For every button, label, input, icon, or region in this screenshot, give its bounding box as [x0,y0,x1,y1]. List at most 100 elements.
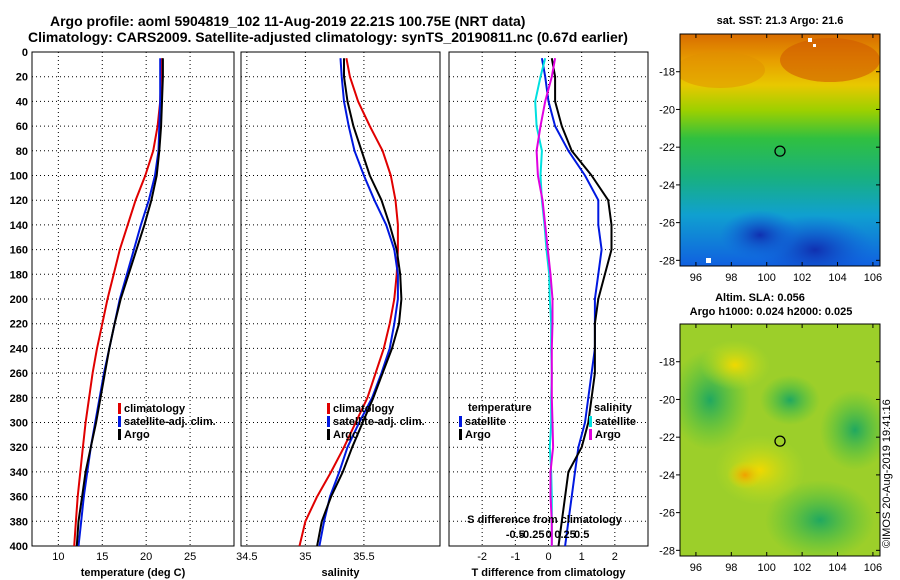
y-tick-label: 180 [10,269,28,281]
legend-swatch [327,403,330,414]
map-x-tick-label: 104 [828,272,846,284]
legend-swatch [118,416,121,427]
legend-swatch [327,416,330,427]
series-line-argo [75,58,164,547]
s-tick-label: -0.5 [506,529,525,541]
copyright-watermark: ©IMOS 20-Aug-2019 19:41:16 [881,399,893,548]
x-tick-label: -1 [510,551,520,563]
legend-swatch [589,416,592,427]
y-tick-label: 200 [10,294,28,306]
map-x-tick-label: 104 [828,562,846,574]
s-tick-label: 0 [545,529,551,541]
x-tick-label: 34.5 [236,551,257,563]
s-tick-label: -0.25 [519,529,544,541]
x-axis-label: temperature (deg C) [81,567,186,579]
y-tick-label: 0 [22,47,28,59]
argo-position-marker [774,435,786,447]
panel-frame-difference-profile [448,51,649,547]
series-line-t-argo [550,58,613,547]
s-tick-label: 0.5 [574,529,589,541]
legend-label: satellite-adj. clim. [333,416,425,428]
y-tick-label: 320 [10,442,28,454]
legend-swatch [118,429,121,440]
map-y-tick-label: -26 [659,218,675,230]
map-x-tick-label: 102 [793,272,811,284]
legend-label: Argo [595,429,621,441]
legend-label: satellite-adj. clim. [124,416,216,428]
legend-heading-salinity: salinity [594,402,633,414]
plot-title-line2: Climatology: CARS2009. Satellite-adjuste… [28,29,628,45]
map-frame-sst-map [679,33,881,267]
map-x-tick-label: 100 [758,562,776,574]
y-tick-label: 240 [10,343,28,355]
map-y-tick-label: -20 [659,104,675,116]
legend-label: climatology [124,403,186,415]
legend-label: Argo [124,429,150,441]
legend-swatch [459,429,462,440]
map-x-tick-label: 106 [864,562,882,574]
y-tick-label: 100 [10,171,28,183]
map-x-tick-label: 106 [864,272,882,284]
series-line-argo [316,58,403,547]
y-tick-label: 40 [16,96,28,108]
y-tick-label: 340 [10,467,28,479]
y-tick-label: 260 [10,368,28,380]
map-y-tick-label: -22 [659,142,675,154]
x-tick-label: -2 [477,551,487,563]
legend-swatch [459,416,462,427]
sla-map-field [680,324,880,556]
y-tick-label: 400 [10,541,28,553]
legend-label: satellite [465,416,506,428]
map-x-tick-label: 96 [690,272,702,284]
legend-label: climatology [333,403,395,415]
series-line-satellite-adj-clim- [318,58,399,547]
legend-swatch [589,429,592,440]
map-x-tick-label: 102 [793,562,811,574]
map-x-tick-label: 96 [690,562,702,574]
x-axis-label: salinity [322,567,361,579]
legend-label: Argo [333,429,359,441]
argo-position-marker [774,145,786,157]
x-tick-label: 15 [96,551,108,563]
x-tick-label: 35.5 [353,551,374,563]
y-tick-label: 80 [16,146,28,158]
panel-frame-salinity-profile [240,51,441,547]
map-y-tick-label: -18 [659,357,675,369]
s-axis-label: S difference from climatology [467,514,623,526]
series-line-t-satellite [540,58,603,547]
map-y-tick-label: -26 [659,508,675,520]
x-tick-label: 1 [579,551,585,563]
map-y-tick-label: -28 [659,545,675,557]
map-x-tick-label: 100 [758,272,776,284]
legend-swatch [327,429,330,440]
map-x-tick-label: 98 [725,272,737,284]
map-y-tick-label: -18 [659,67,675,79]
map-y-tick-label: -24 [659,470,675,482]
map-y-tick-label: -24 [659,180,675,192]
series-line-climatology [73,58,163,547]
x-tick-label: 35 [299,551,311,563]
y-tick-label: 300 [10,418,28,430]
y-tick-label: 160 [10,245,28,257]
plot-title-line1: Argo profile: aoml 5904819_102 11-Aug-20… [50,13,526,29]
s-tick-label: 0.25 [554,529,575,541]
legend-heading-temperature: temperature [468,402,532,414]
x-tick-label: 20 [140,551,152,563]
x-axis-label: T difference from climatology [471,567,626,579]
y-tick-label: 20 [16,72,28,84]
y-tick-label: 280 [10,393,28,405]
legend-label: satellite [595,416,636,428]
map-frame-sla-map [679,323,881,557]
x-tick-label: 10 [52,551,64,563]
series-line-climatology [298,58,399,547]
map-x-tick-label: 98 [725,562,737,574]
y-tick-label: 360 [10,492,28,504]
sst-map-title: sat. SST: 21.3 Argo: 21.6 [717,15,844,27]
y-tick-label: 220 [10,319,28,331]
sla-map-title: Altim. SLA: 0.056 [715,292,805,304]
x-tick-label: 25 [184,551,196,563]
y-tick-label: 120 [10,195,28,207]
series-line-s-argo [535,58,557,546]
legend-label: Argo [465,429,491,441]
